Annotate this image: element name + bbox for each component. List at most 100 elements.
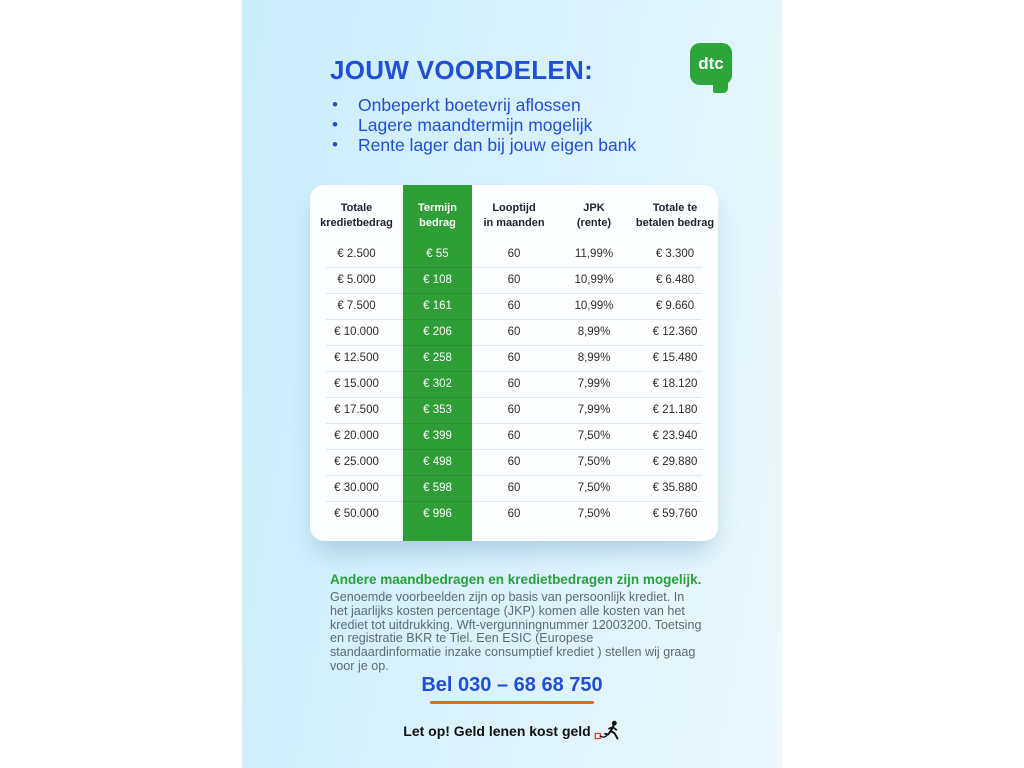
row-separator	[326, 371, 403, 372]
disclaimer-text: Genoemde voorbeelden zijn op basis van p…	[330, 590, 702, 673]
phone-section: Bel 030 – 68 68 750	[242, 674, 782, 704]
header-line: JPK	[583, 202, 605, 214]
header-line: Totale te	[652, 202, 698, 214]
table-cell: 60	[507, 482, 521, 494]
table-cell: 10,99%	[574, 274, 614, 286]
table-cell: 8,99%	[577, 326, 611, 338]
bullet-icon: •	[332, 95, 338, 114]
table-cell: € 25.000	[334, 456, 379, 468]
loan-table-card: Totale kredietbedrag Termijn bedrag Loop…	[310, 185, 718, 541]
termijn-bedrag-cell: € 161	[423, 300, 452, 312]
table-cell: 60	[507, 404, 521, 416]
benefit-label: Rente lager dan bij jouw eigen bank	[358, 134, 637, 155]
header-line: (rente)	[576, 217, 612, 229]
termijn-bedrag-cell: € 302	[423, 378, 452, 390]
benefits-list: • Onbeperkt boetevrij aflossen • Lagere …	[332, 95, 636, 155]
row-separator	[326, 345, 403, 346]
row-separator	[326, 319, 403, 320]
row-separator	[403, 501, 472, 502]
table-cell: € 9.660	[655, 300, 695, 312]
table-row: € 7.500 € 161 60 10,99% € 9.660	[310, 293, 718, 319]
phone-underline	[430, 701, 594, 704]
table-cell: € 15.000	[334, 378, 379, 390]
termijn-bedrag-cell: € 399	[423, 430, 452, 442]
table-row: € 12.500 € 258 60 8,99% € 15.480	[310, 345, 718, 371]
table-row: € 50.000 € 996 60 7,50% € 59.760	[310, 501, 718, 527]
table-cell: € 7.500	[337, 300, 376, 312]
column-header-totale-te-betalen: Totale te betalen bedrag	[632, 201, 718, 231]
table-cell: 60	[507, 456, 521, 468]
table-cell: € 15.480	[652, 352, 698, 364]
table-cell: 10,99%	[574, 300, 614, 312]
row-separator	[403, 267, 472, 268]
termijn-bedrag-cell: € 258	[423, 352, 452, 364]
row-separator	[326, 501, 403, 502]
header-line: betalen bedrag	[635, 217, 715, 229]
row-separator	[403, 397, 472, 398]
table-cell: € 2.500	[337, 248, 376, 260]
logo-text: dtc	[698, 54, 724, 73]
table-cell: € 23.940	[652, 430, 698, 442]
benefit-item: • Onbeperkt boetevrij aflossen	[332, 95, 636, 115]
header-line: kredietbedrag	[320, 217, 393, 229]
table-cell: 60	[507, 248, 521, 260]
table-cell: 60	[507, 508, 521, 520]
table-row: € 5.000 € 108 60 10,99% € 6.480	[310, 267, 718, 293]
logo-speech-tail	[713, 81, 728, 93]
termijn-highlight-column	[403, 185, 472, 541]
table-cell: 7,50%	[577, 430, 611, 442]
row-separator	[472, 449, 702, 450]
table-cell: 60	[507, 274, 521, 286]
table-cell: € 5.000	[337, 274, 376, 286]
table-cell: € 50.000	[334, 508, 379, 520]
termijn-bedrag-cell: € 353	[423, 404, 452, 416]
table-cell: € 17.500	[334, 404, 379, 416]
row-separator	[472, 319, 702, 320]
row-separator	[326, 475, 403, 476]
row-separator	[472, 397, 702, 398]
table-cell: € 30.000	[334, 482, 379, 494]
column-header-looptijd: Looptijd in maanden	[472, 201, 556, 231]
table-cell: € 12.500	[334, 352, 379, 364]
table-cell: € 18.120	[652, 378, 698, 390]
benefit-item: • Rente lager dan bij jouw eigen bank	[332, 135, 636, 155]
table-row: € 2.500 € 55 60 11,99% € 3.300	[310, 241, 718, 267]
row-separator	[472, 475, 702, 476]
row-separator	[403, 371, 472, 372]
benefit-label: Onbeperkt boetevrij aflossen	[358, 94, 581, 115]
table-row: € 15.000 € 302 60 7,99% € 18.120	[310, 371, 718, 397]
table-cell: € 59.760	[652, 508, 698, 520]
header-line: in maanden	[483, 217, 545, 229]
table-cell: 60	[507, 352, 521, 364]
table-cell: 7,99%	[577, 404, 611, 416]
table-row: € 10.000 € 206 60 8,99% € 12.360	[310, 319, 718, 345]
table-cell: € 29.880	[652, 456, 698, 468]
table-cell: € 6.480	[655, 274, 695, 286]
phone-number-link[interactable]: Bel 030 – 68 68 750	[421, 674, 603, 696]
row-separator	[472, 371, 702, 372]
row-separator	[326, 293, 403, 294]
row-separator	[326, 423, 403, 424]
benefit-label: Lagere maandtermijn mogelijk	[358, 114, 593, 135]
row-separator	[326, 267, 403, 268]
bullet-icon: •	[332, 115, 338, 134]
row-separator	[472, 293, 702, 294]
credit-warning: Let op! Geld lenen kost geld	[242, 720, 782, 741]
termijn-bedrag-cell: € 55	[426, 248, 449, 260]
table-header-row: Totale kredietbedrag Termijn bedrag Loop…	[310, 185, 718, 241]
other-amounts-note: Andere maandbedragen en kredietbedragen …	[330, 572, 702, 587]
termijn-bedrag-cell: € 206	[423, 326, 452, 338]
row-separator	[472, 345, 702, 346]
header-line: Looptijd	[492, 202, 536, 214]
table-cell: 60	[507, 430, 521, 442]
termijn-bedrag-cell: € 598	[423, 482, 452, 494]
table-cell: 7,50%	[577, 482, 611, 494]
table-row: € 30.000 € 598 60 7,50% € 35.880	[310, 475, 718, 501]
row-separator	[472, 501, 702, 502]
runner-dragging-money-weight-icon	[594, 720, 619, 740]
column-header-kredietbedrag: Totale kredietbedrag	[310, 201, 403, 231]
termijn-bedrag-cell: € 996	[423, 508, 452, 520]
table-cell: 11,99%	[574, 248, 614, 260]
page-title: JOUW VOORDELEN:	[330, 55, 594, 85]
